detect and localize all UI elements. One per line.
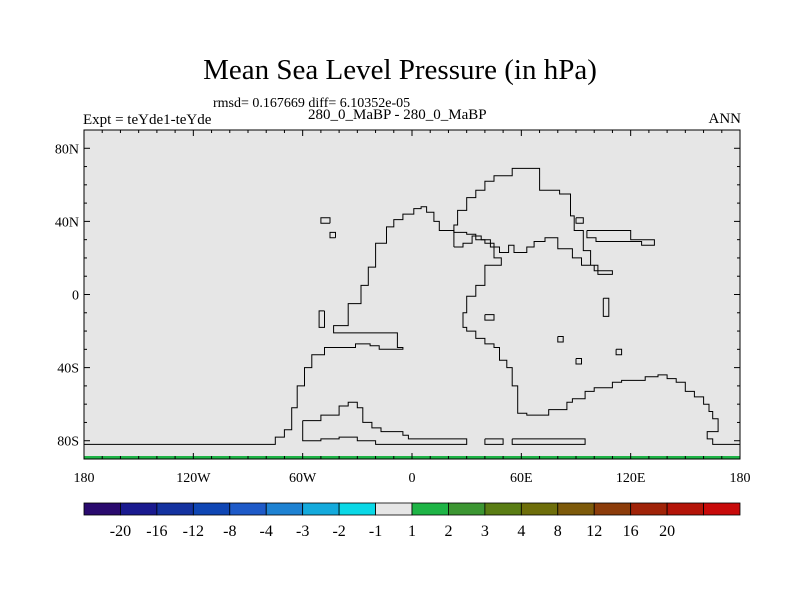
colorbar-swatch-12 <box>520 502 559 516</box>
x-tick-label-60W: 60W <box>289 471 317 486</box>
coastline-6 <box>329 231 336 239</box>
colorbar-label-4: 4 <box>517 523 525 540</box>
coastline-14 <box>615 348 623 356</box>
plot-title: Mean Sea Level Pressure (in hPa) <box>203 54 597 86</box>
coastline-7 <box>318 310 325 328</box>
colorbar-label--16: -16 <box>146 523 167 540</box>
colorbar-swatch-9 <box>411 502 449 516</box>
x-tick-label-0: 0 <box>409 471 416 486</box>
colorbar-swatch-1 <box>120 502 158 516</box>
colorbar-swatch-0 <box>83 502 121 516</box>
colorbar-swatch-10 <box>448 502 486 516</box>
y-tick-label-40S: 40S <box>57 362 79 377</box>
colorbar-swatch-16 <box>666 502 704 516</box>
coastline-0 <box>84 206 740 445</box>
colorbar-label-16: 16 <box>623 523 639 540</box>
colorbar-swatch-6 <box>302 502 340 516</box>
coastline-9 <box>575 217 584 224</box>
colorbar-label-3: 3 <box>481 523 489 540</box>
coastline-2 <box>484 438 504 445</box>
x-tick-label-120W: 120W <box>176 471 211 486</box>
experiment-label: Expt = teYde1-teYde <box>83 112 212 128</box>
coastline-1 <box>302 401 468 445</box>
colorbar-label-20: 20 <box>659 523 675 540</box>
coastline-4 <box>453 167 613 275</box>
y-tick-label-80S: 80S <box>57 435 79 450</box>
coastline-3 <box>511 438 586 445</box>
y-tick-label-80N: 80N <box>55 142 79 157</box>
colorbar-label-8: 8 <box>554 523 562 540</box>
coastline-12 <box>557 336 564 343</box>
season-label: ANN <box>708 111 742 127</box>
colorbar-swatch-13 <box>557 502 595 516</box>
colorbar-swatch-14 <box>593 502 632 516</box>
experiment-subtitle: 280_0_MaBP - 280_0_MaBP <box>308 107 487 123</box>
colorbar-label--2: -2 <box>332 523 345 540</box>
coastline-8 <box>586 230 655 246</box>
x-tick-label-60E: 60E <box>510 471 533 486</box>
colorbar-swatch-11 <box>484 502 522 516</box>
colorbar-swatch-17 <box>703 502 741 516</box>
colorbar-label--1: -1 <box>369 523 382 540</box>
colorbar-swatch-5 <box>265 502 304 516</box>
colorbar-label-1: 1 <box>408 523 416 540</box>
coastline-13 <box>575 358 582 365</box>
colorbar-label--4: -4 <box>260 523 273 540</box>
map-field-background <box>84 130 740 459</box>
colorbar-swatch-2 <box>156 502 194 516</box>
y-tick-label-0: 0 <box>72 289 79 304</box>
coastline-11 <box>484 314 495 321</box>
colorbar-swatch-15 <box>630 502 668 516</box>
colorbar-swatch-8 <box>375 502 413 516</box>
y-tick-label-40N: 40N <box>55 215 79 230</box>
colorbar-label--20: -20 <box>110 523 131 540</box>
colorbar-swatch-4 <box>229 502 267 516</box>
coastline-10 <box>602 297 610 317</box>
coastline-5 <box>320 217 331 224</box>
x-tick-label-180: 180 <box>74 471 95 486</box>
colorbar-label-12: 12 <box>586 523 602 540</box>
colorbar-label-2: 2 <box>444 523 452 540</box>
colorbar-swatch-3 <box>192 502 231 516</box>
x-tick-label-180: 180 <box>730 471 751 486</box>
colorbar-label--3: -3 <box>296 523 309 540</box>
rmsd-diff-stats: rmsd= 0.167669 diff= 6.10352e-05 <box>213 96 411 111</box>
colorbar-label--12: -12 <box>183 523 204 540</box>
colorbar-swatch-7 <box>338 502 376 516</box>
x-tick-label-120E: 120E <box>616 471 646 486</box>
colorbar-label--8: -8 <box>223 523 236 540</box>
